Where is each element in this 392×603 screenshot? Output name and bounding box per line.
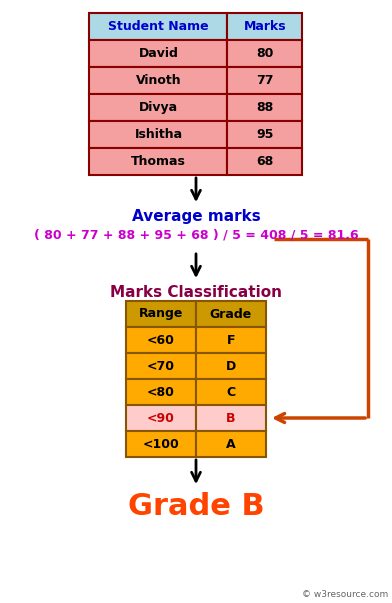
Text: ( 80 + 77 + 88 + 95 + 68 ) / 5 = 408 / 5 = 81.6: ( 80 + 77 + 88 + 95 + 68 ) / 5 = 408 / 5…: [34, 229, 358, 242]
Text: Range: Range: [139, 308, 183, 321]
Bar: [196, 327, 266, 353]
Bar: [227, 40, 303, 67]
Text: D: D: [226, 359, 236, 373]
Bar: [89, 94, 227, 121]
Text: A: A: [226, 438, 236, 450]
Text: David: David: [138, 47, 178, 60]
Bar: [126, 353, 196, 379]
Text: Student Name: Student Name: [108, 20, 209, 33]
Text: <100: <100: [143, 438, 180, 450]
Bar: [89, 148, 227, 175]
Bar: [227, 94, 303, 121]
Text: F: F: [227, 333, 235, 347]
Bar: [227, 13, 303, 40]
Bar: [89, 13, 227, 40]
Bar: [89, 67, 227, 94]
Text: 68: 68: [256, 155, 274, 168]
Bar: [196, 379, 266, 405]
Text: Grade: Grade: [210, 308, 252, 321]
Text: 80: 80: [256, 47, 274, 60]
Bar: [126, 431, 196, 457]
Bar: [126, 379, 196, 405]
Text: © w3resource.com: © w3resource.com: [302, 590, 388, 599]
Text: Grade B: Grade B: [128, 492, 264, 521]
Text: Ishitha: Ishitha: [134, 128, 183, 141]
Text: <60: <60: [147, 333, 175, 347]
Text: Marks: Marks: [244, 20, 286, 33]
Bar: [126, 327, 196, 353]
Bar: [196, 405, 266, 431]
Text: 88: 88: [256, 101, 274, 114]
Bar: [227, 148, 303, 175]
Text: Divya: Divya: [139, 101, 178, 114]
Bar: [126, 405, 196, 431]
Text: C: C: [227, 385, 236, 399]
Bar: [126, 301, 196, 327]
Text: Average marks: Average marks: [132, 209, 260, 224]
Text: 77: 77: [256, 74, 274, 87]
Bar: [196, 353, 266, 379]
Bar: [196, 301, 266, 327]
Text: B: B: [226, 411, 236, 425]
Text: 95: 95: [256, 128, 274, 141]
Bar: [227, 121, 303, 148]
Text: Marks Classification: Marks Classification: [110, 285, 282, 300]
Bar: [196, 431, 266, 457]
Text: <80: <80: [147, 385, 175, 399]
Bar: [89, 40, 227, 67]
Text: Vinoth: Vinoth: [136, 74, 181, 87]
Bar: [227, 67, 303, 94]
Text: Thomas: Thomas: [131, 155, 186, 168]
Text: <70: <70: [147, 359, 175, 373]
Text: <90: <90: [147, 411, 175, 425]
Bar: [89, 121, 227, 148]
